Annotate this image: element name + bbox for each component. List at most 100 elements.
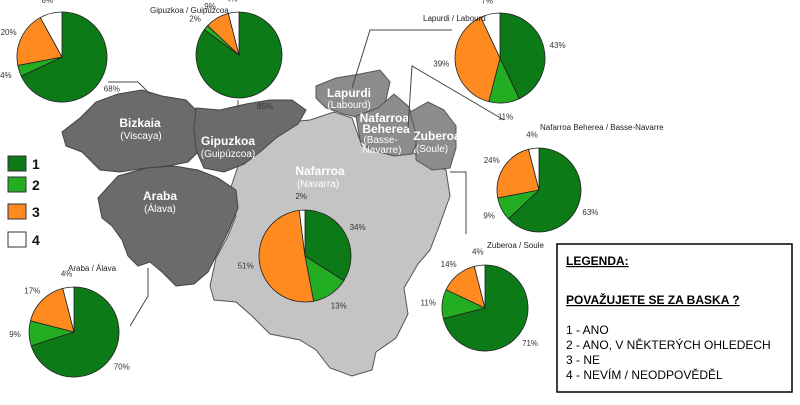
region-shape-zuberoa [409,101,457,171]
region-sub-araba: (Álava) [144,202,176,215]
pie-slice-label: 70% [114,363,130,372]
pie-chart-araba: 70% 9% 17% 4%Araba / Álava [9,264,130,378]
region-sub-nafarroa: (Navarra) [297,179,339,190]
color-key-label: 1 [32,156,40,172]
pie-chart-title: Araba / Álava [68,264,117,273]
pie-slice-label: 13% [331,302,347,311]
color-key-swatch [7,155,27,172]
region-sub-bizkaia: (Viscaya) [120,131,162,142]
color-key-swatch [7,203,27,220]
pie-slice-label: 11% [421,299,436,308]
pie-slice-label: 17% [24,286,40,295]
pie-slice-3 [29,287,75,333]
pie-slice-label: 71% [522,339,538,348]
region-sub-nafarroa-beherea: (Basse- Navarre) [363,135,402,156]
leader-line-nafarroa-beherea [407,65,505,129]
pie-slice-4 [62,286,75,333]
region-label-nafarroa-beherea: Nafarroa Beherea [360,111,413,136]
pie-slice-1 [20,11,108,103]
color-key: 1 2 3 4 [7,155,40,248]
pie-slice-label: 2% [295,192,307,201]
pie-slice-4 [39,11,63,58]
pie-slice-label: 9% [483,211,495,220]
region-shape-araba [97,165,239,287]
pie-slice-4 [227,11,240,56]
pie-chart-title: Lapurdi / Labourd [423,14,486,23]
region-sub-zuberoa: (Soule) [416,144,448,155]
pie-slice-label: 8% [42,0,54,5]
pie-slice-label: 4% [526,130,538,139]
legend-box-question: POVAŽUJETE SE ZA BASKA ? [566,292,740,307]
pie-chart-gipuzkoa: 85% 2%9% 4% Gipuzkoa / Guipúzcoa [150,0,283,111]
legend-box: LEGENDA: POVAŽUJETE SE ZA BASKA ? 1 - AN… [556,243,793,393]
pie-slice-label: 63% [582,208,598,217]
region-label-zuberoa: Zuberoa [413,129,461,143]
pie-chart-nafarroa-beherea: 63% 9% 24% 4%Nafarroa Beherea / Basse-Navar… [483,123,664,233]
pie-slice-label: 43% [550,41,566,50]
pie-slice-label: 4% [226,0,238,3]
leader-line-lapurdi [351,29,452,89]
leader-line-bizkaia [108,81,151,95]
region-label-lapurdi: Lapurdi [327,86,371,100]
legend-box-title: LEGENDA: [566,254,629,268]
leader-line-zuberoa [450,171,467,234]
pie-chart-lapurdi: 43% 11% 39% 7% Lapurdi / Labourd [423,0,566,122]
pie-slice-label: 4% [472,247,484,256]
region-label-nafarroa-beherea-line: Beherea [362,122,410,136]
pie-slice-label: 68% [104,85,120,94]
pie-slice-label: 2% [189,15,201,24]
region-sub-gipuzkoa: (Guipúzcoa) [201,149,255,160]
leader-line-araba [129,268,149,327]
legend-box-item: 2 - ANO, V NĚKTERÝCH OHLEDECH [566,337,771,352]
region-shape-gipuzkoa [193,99,307,173]
pie-slice-label: 34% [350,223,366,232]
pie-slice-label: 51% [238,261,254,270]
pie-slice-label: 9% [9,330,21,339]
pie-slice-4 [473,264,486,309]
pie-slice-label: 4% [61,269,73,278]
pie-chart-bizkaia: 68% 4% 20% 8% [0,0,120,103]
pie-slice-label: 9% [204,2,216,11]
region-labels: Bizkaia (Viscaya) Gipuzkoa (Guipúzcoa) A… [119,86,461,215]
pie-chart-title: Nafarroa Beherea / Basse-Navarre [540,123,664,132]
legend-box-frame [556,243,793,393]
pie-slice-3 [258,209,315,303]
pie-slice-label: 24% [484,156,500,165]
pie-slice-3 [454,16,501,103]
region-sub-nafarroa-beherea-line: Navarre) [363,145,402,156]
region-label-nafarroa-beherea-line: Nafarroa [360,111,410,125]
legend-box-item: 3 - NE [566,353,600,367]
pie-slice-label: 11% [498,113,513,122]
pie-slice-label: 7% [481,0,493,5]
pie-slice-4 [480,12,501,59]
pie-chart-zuberoa: 71% 11% 14% 4%Zuberoa / Soule [421,241,544,352]
pie-chart-title: Gipuzkoa / Guipúzcoa [150,6,229,15]
color-key-label: 2 [32,177,40,193]
region-label-nafarroa: Nafarroa [295,164,345,178]
pie-slice-label: 14% [441,260,457,269]
pie-slice-3 [16,17,63,66]
pie-slice-1 [507,147,582,233]
pie-slice-label: 20% [1,28,17,37]
pie-chart-nafarroa: 34% 13% 51% 2% [238,192,366,311]
pie-slice-1 [499,12,546,100]
region-sub-lapurdi: (Labourd) [327,100,370,111]
color-key-swatch [7,176,27,193]
region-label-araba: Araba [143,189,177,203]
pie-slice-4 [528,147,540,191]
legend-box-item: 1 - ANO [566,323,609,337]
color-key-label: 3 [32,204,40,220]
color-key-label: 4 [32,232,40,248]
pie-slice-label: 4% [0,71,12,80]
legend-box-item: 4 - NEVÍM / NEODPOVĚDĚL [566,367,723,382]
color-key-swatch [7,231,27,248]
pie-slice-label: 85% [257,102,273,111]
pie-slice-label: 39% [433,60,449,69]
region-label-gipuzkoa: Gipuzkoa [201,134,255,148]
pie-slice-4 [298,209,306,257]
pie-charts: 68%4%20%8%85%2%9%4%Gipuzkoa / Guipúzcoa4… [0,0,664,378]
region-sub-nafarroa-beherea-line: (Basse- [363,135,397,146]
region-label-bizkaia: Bizkaia [119,116,161,130]
